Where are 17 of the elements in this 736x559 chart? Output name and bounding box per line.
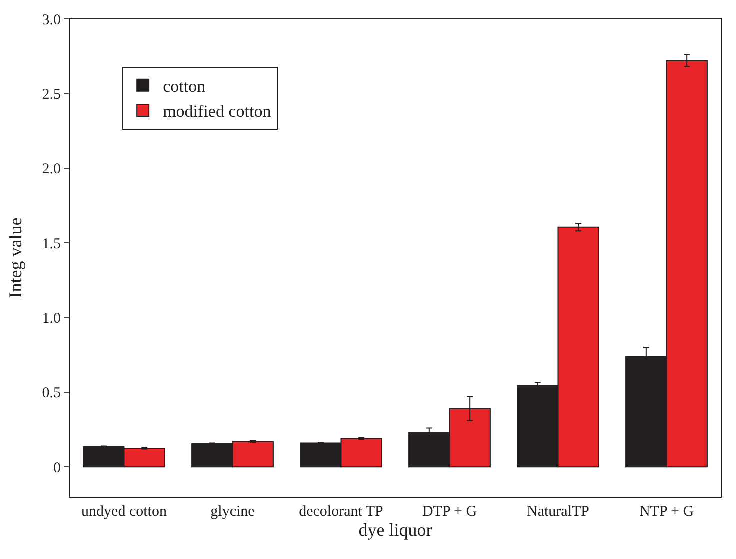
y-tick-label: 0.5 <box>42 386 61 402</box>
x-axis-title: dye liquor <box>358 520 432 540</box>
x-tick-label: glycine <box>210 504 256 520</box>
y-tick-label: 1.5 <box>42 236 61 252</box>
y-axis-title: Integ value <box>5 218 26 298</box>
y-tick-label: 0 <box>54 460 61 476</box>
x-tick-label: NTP + G <box>639 504 694 520</box>
x-tick-label: decolorant TP <box>299 504 384 520</box>
x-tick-label: undyed cotton <box>82 504 168 520</box>
y-tick-label: 1.0 <box>42 311 61 327</box>
y-tick-label: 3.0 <box>42 12 61 28</box>
legend-label: cotton <box>163 76 206 96</box>
legend-label: modified cotton <box>163 102 272 122</box>
x-tick-label: DTP + G <box>422 504 478 520</box>
y-tick-label: 2.5 <box>42 86 61 103</box>
y-tick-label: 2.0 <box>42 162 61 178</box>
x-tick-label: NaturalTP <box>527 504 590 520</box>
